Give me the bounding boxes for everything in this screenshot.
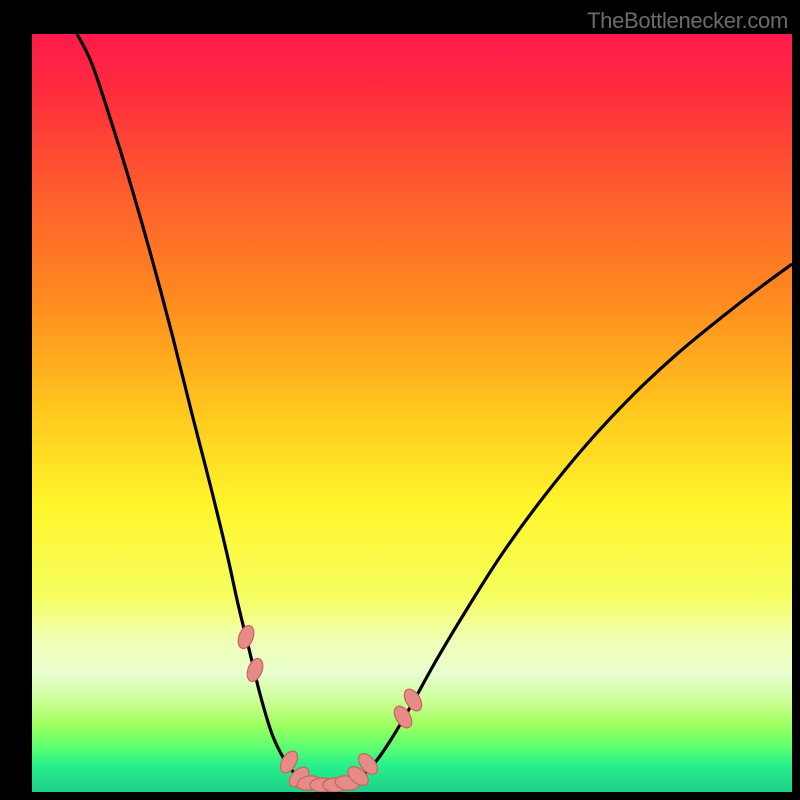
- valley-marker: [244, 656, 266, 683]
- left-curve: [77, 34, 304, 782]
- watermark-text: TheBottlenecker.com: [587, 8, 788, 34]
- chart-svg: [32, 34, 792, 792]
- valley-marker: [235, 623, 257, 650]
- plot-area: [32, 34, 792, 792]
